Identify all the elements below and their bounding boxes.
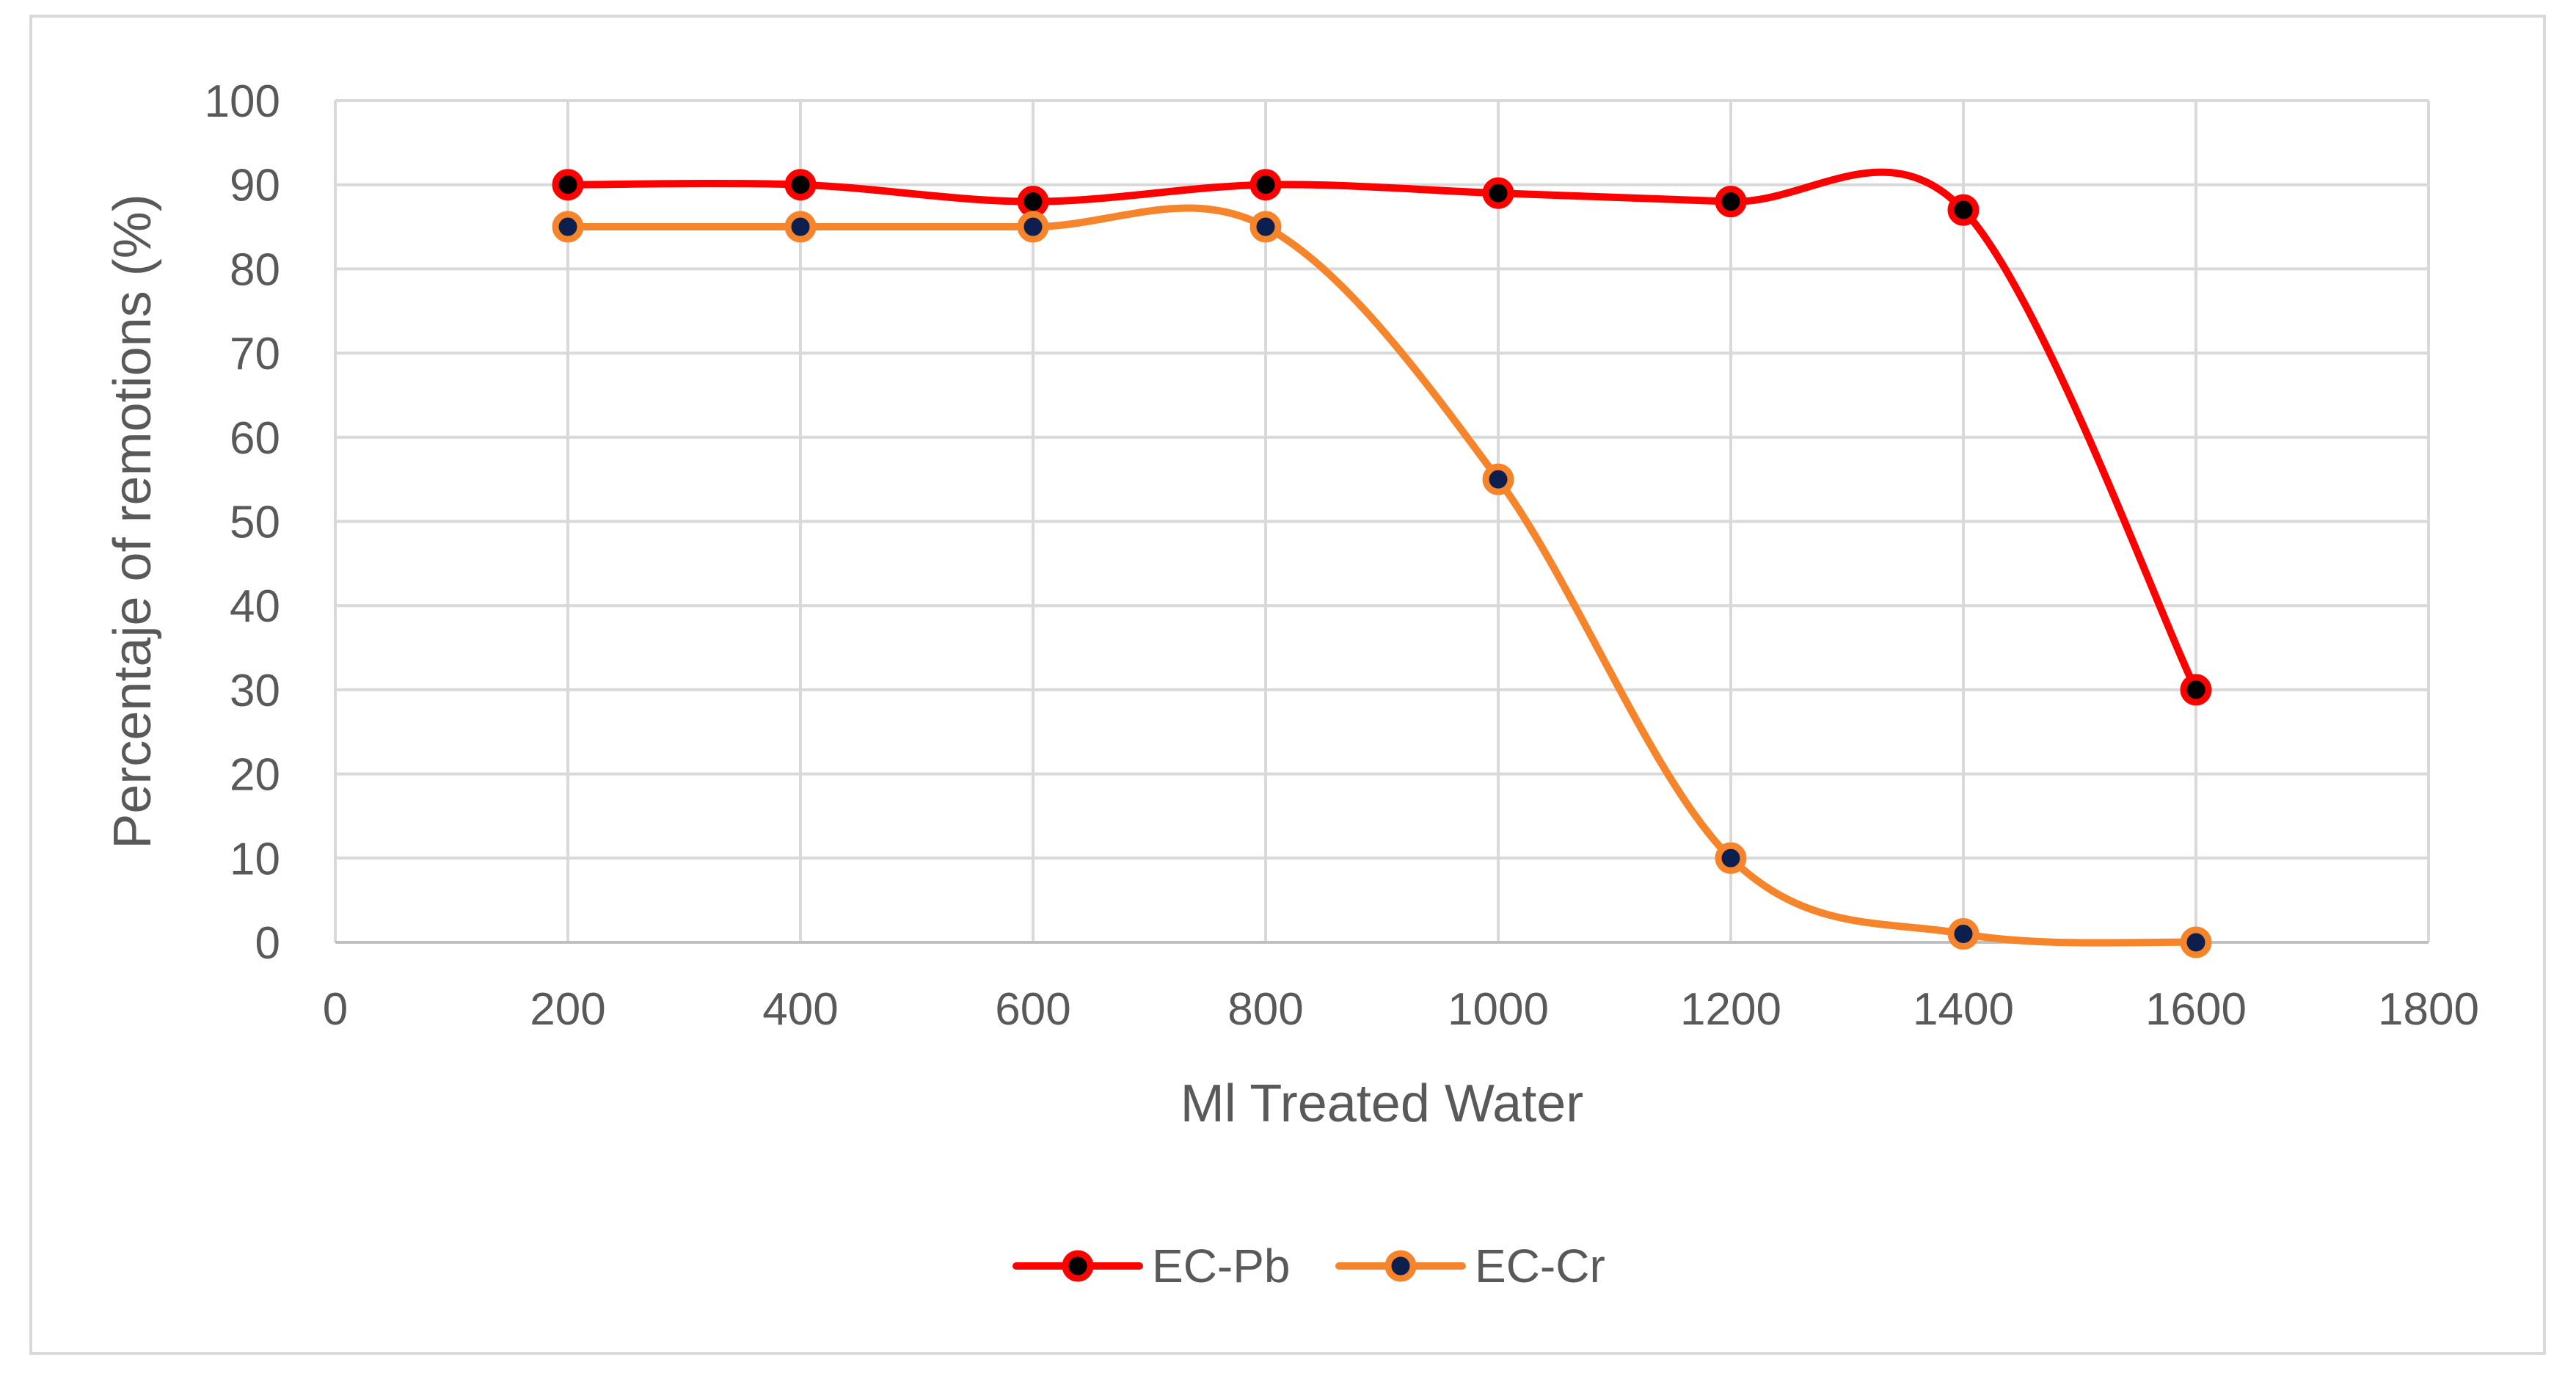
data-point [1017, 186, 1049, 218]
y-tick-label: 90 [230, 161, 280, 211]
y-tick-label: 20 [230, 750, 280, 801]
data-point [1715, 842, 1747, 874]
legend-item-ec-pb: EC-Pb [1012, 1240, 1291, 1292]
y-tick-label: 80 [230, 244, 280, 295]
series [552, 168, 2212, 958]
y-axis-title: Percentaje of remotions (%) [103, 194, 162, 848]
series-line [564, 168, 2200, 694]
x-tick-label: 600 [995, 984, 1070, 1035]
x-tick-label: 1200 [1680, 984, 1781, 1035]
legend-marker-swatch [1062, 1250, 1094, 1282]
legend-label: EC-Cr [1475, 1240, 1605, 1292]
x-tick-label: 200 [530, 984, 605, 1035]
x-tick-label: 1400 [1913, 984, 2014, 1035]
x-tick-label: 1000 [1448, 984, 1549, 1035]
data-point [1482, 177, 1514, 209]
data-point [1947, 194, 1980, 226]
y-tick-label: 40 [230, 581, 280, 632]
data-point [1947, 918, 1980, 950]
data-point [784, 211, 817, 243]
data-point [1482, 463, 1514, 495]
data-point [1017, 211, 1049, 243]
data-point [2180, 926, 2212, 958]
x-tick-label: 400 [762, 984, 838, 1035]
data-point [784, 169, 817, 201]
data-point [2180, 674, 2212, 706]
legend-label: EC-Pb [1152, 1240, 1291, 1292]
x-tick-label: 0 [323, 984, 348, 1035]
data-point [552, 169, 584, 201]
y-tick-label: 60 [230, 413, 280, 464]
x-tick-label: 1800 [2378, 984, 2479, 1035]
data-point [552, 211, 584, 243]
legend: EC-Pb EC-Cr [1012, 1240, 1605, 1292]
legend-item-ec-cr: EC-Cr [1335, 1240, 1605, 1292]
y-tick-label: 70 [230, 329, 280, 379]
y-tick-label: 10 [230, 834, 280, 884]
x-tick-label: 800 [1227, 984, 1303, 1035]
series-ec-pb [552, 168, 2212, 706]
x-tick-label: 1600 [2145, 984, 2247, 1035]
y-tick-label: 0 [255, 918, 280, 969]
series-ec-cr [552, 204, 2212, 958]
legend-marker-swatch [1384, 1250, 1417, 1282]
y-tick-label: 100 [205, 76, 280, 127]
data-point [1249, 169, 1282, 201]
data-point [1715, 186, 1747, 218]
x-axis-title: Ml Treated Water [1181, 1074, 1584, 1133]
y-tick-label: 50 [230, 498, 280, 548]
y-tick-label: 30 [230, 666, 280, 716]
series-line [564, 204, 2200, 947]
data-point [1249, 211, 1282, 243]
